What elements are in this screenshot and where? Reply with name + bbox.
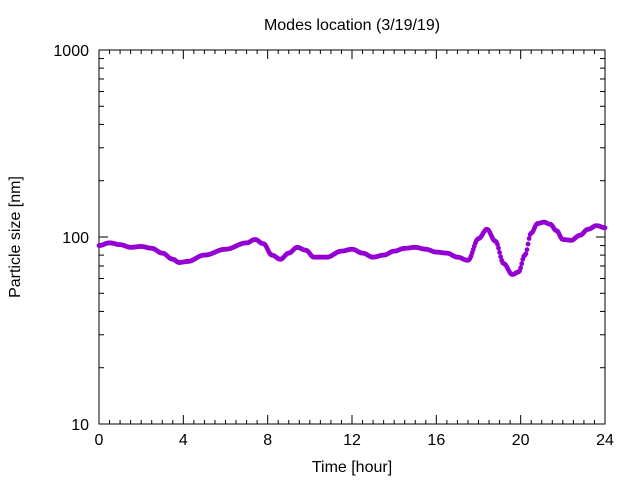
- data-point: [519, 261, 525, 266]
- x-axis-label: Time [hour]: [312, 459, 392, 476]
- y-tick-label: 10: [71, 417, 89, 434]
- data-point: [523, 251, 529, 257]
- x-tick-label: 24: [596, 432, 614, 449]
- data-points: [96, 219, 608, 277]
- data-point: [526, 236, 532, 241]
- x-tick-label: 16: [427, 432, 445, 449]
- x-tick-label: 8: [263, 432, 272, 449]
- y-axis-label: Particle size [nm]: [7, 176, 24, 298]
- data-point: [525, 241, 531, 247]
- data-point: [518, 265, 524, 271]
- x-tick-label: 4: [179, 432, 188, 449]
- x-tick-label: 12: [343, 432, 361, 449]
- chart-title: Modes location (3/19/19): [264, 17, 440, 34]
- data-point: [495, 242, 500, 247]
- data-point: [497, 250, 502, 255]
- data-point: [602, 225, 608, 231]
- axis-tick-labels: 0 4 8 12 16 20 24 10 100 1000: [53, 43, 614, 449]
- data-point: [498, 254, 504, 260]
- x-tick-label: 20: [512, 432, 530, 449]
- data-point: [524, 247, 530, 253]
- x-tick-label: 0: [95, 432, 104, 449]
- y-tick-label: 100: [62, 230, 89, 247]
- data-point: [496, 245, 501, 251]
- y-tick-label: 1000: [53, 43, 89, 60]
